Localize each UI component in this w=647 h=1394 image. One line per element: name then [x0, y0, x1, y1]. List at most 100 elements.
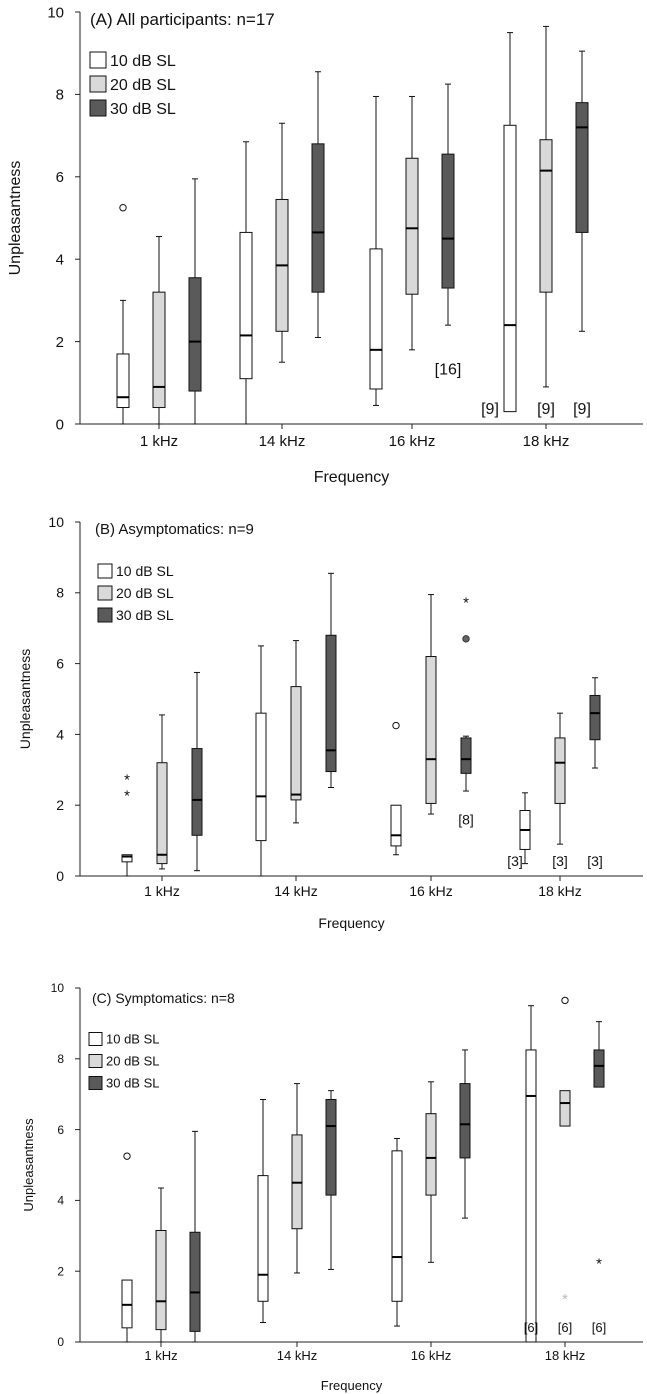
- x-tick-label: 16 kHz: [409, 883, 453, 899]
- y-tick-label: 10: [48, 514, 64, 530]
- legend-swatch: [88, 1076, 103, 1090]
- annotation-label: [6]: [558, 1320, 572, 1335]
- box: [239, 231, 253, 380]
- legend-label: 30 dB SL: [110, 101, 176, 118]
- box: [188, 277, 202, 392]
- box-plot: [311, 71, 325, 338]
- y-axis-label: Unpleasantness: [7, 161, 24, 276]
- y-tick-label: 0: [56, 416, 64, 433]
- y-tick-label: 4: [57, 1194, 64, 1208]
- box-plot: * [6]: [558, 996, 572, 1335]
- y-tick-label: 2: [56, 334, 64, 351]
- box: [593, 1049, 605, 1088]
- annotation-label: [16]: [435, 362, 462, 379]
- chart-title: (A) All participants: n=17: [90, 10, 275, 29]
- legend: 10 dB SL 20 dB SL 30 dB SL: [97, 563, 174, 623]
- y-tick-label: 8: [57, 1052, 64, 1066]
- box-plot: [9]: [537, 25, 555, 418]
- box-plot: [425, 594, 437, 815]
- box: [391, 1150, 403, 1302]
- box: [554, 737, 566, 804]
- legend-swatch: [89, 51, 107, 69]
- x-tick-label: 1 kHz: [144, 1348, 177, 1363]
- outlier-marker: [392, 721, 400, 730]
- legend-label: 30 dB SL: [116, 607, 174, 623]
- y-tick-label: 6: [56, 656, 64, 672]
- box-plot: [369, 95, 383, 406]
- box-plot: * [8]: [458, 595, 474, 828]
- outlier-marker: *: [463, 595, 469, 612]
- x-tick-label: 16 kHz: [389, 433, 436, 450]
- box: [405, 157, 419, 295]
- box-plot: [459, 1049, 471, 1219]
- box: [559, 1090, 571, 1127]
- box: [152, 291, 166, 409]
- box: [459, 1083, 471, 1159]
- y-tick-label: 10: [51, 981, 65, 995]
- legend-swatch: [97, 585, 113, 601]
- x-tick-label: 1 kHz: [144, 883, 180, 899]
- box: [369, 248, 383, 390]
- box: [189, 1231, 201, 1332]
- x-axis-label: Frequency: [321, 1378, 383, 1393]
- x-axis-label: Frequency: [314, 469, 390, 486]
- y-tick-label: 10: [47, 4, 64, 21]
- annotation-label: [8]: [458, 812, 474, 828]
- box: [390, 804, 402, 847]
- y-tick-label: 2: [57, 1264, 64, 1278]
- x-tick-label: 18 kHz: [545, 1348, 585, 1363]
- y-axis-label: Unpleasantness: [17, 649, 33, 749]
- box: [121, 854, 133, 863]
- legend: 10 dB SL 20 dB SL 30 dB SL: [89, 51, 176, 118]
- x-tick-label: 14 kHz: [277, 1348, 317, 1363]
- legend-swatch: [89, 99, 107, 117]
- box: [311, 143, 325, 293]
- box-plot: [156, 714, 168, 870]
- panel-b: 0 2 4 6 8 10 1 kHz 14 kHz 16 kHz 18 kHz Frequency U…: [17, 514, 643, 931]
- box: [460, 737, 472, 774]
- box-plot: [188, 178, 202, 425]
- box: [425, 1113, 437, 1196]
- outlier-marker: [123, 1152, 131, 1160]
- legend-label: 30 dB SL: [106, 1076, 160, 1091]
- legend-swatch: [88, 1032, 103, 1046]
- legend-swatch: [97, 563, 113, 579]
- box: [191, 748, 203, 836]
- y-tick-label: 4: [56, 726, 64, 742]
- box: [156, 762, 168, 865]
- box: [290, 686, 302, 801]
- box: [325, 1099, 337, 1196]
- annotation-label: [9]: [537, 401, 555, 418]
- x-tick-label: 16 kHz: [411, 1348, 451, 1363]
- outlier-marker: *: [124, 772, 130, 789]
- box-plot: [325, 1090, 337, 1270]
- legend-label: 20 dB SL: [110, 77, 176, 94]
- box: [425, 656, 437, 804]
- outlier-marker: [119, 204, 127, 212]
- x-axis-label: Frequency: [318, 915, 384, 931]
- y-tick-label: 0: [57, 1335, 64, 1349]
- legend-label: 10 dB SL: [106, 1032, 160, 1047]
- box: [441, 153, 455, 289]
- box-plot: [3]: [587, 677, 603, 869]
- box-plot: [257, 1099, 269, 1324]
- box: [539, 139, 553, 293]
- annotation-label: [6]: [524, 1320, 538, 1335]
- legend-swatch: [97, 607, 113, 623]
- x-tick-label: 1 kHz: [140, 433, 178, 450]
- box-plot: [390, 721, 402, 856]
- y-tick-label: 8: [56, 585, 64, 601]
- legend-label: 10 dB SL: [110, 53, 176, 70]
- box: [116, 353, 130, 409]
- box-plot: [6]: [524, 1005, 538, 1343]
- box: [325, 634, 337, 773]
- y-tick-label: 8: [56, 87, 64, 104]
- panel-a: 0 2 4 6 8 10 1 kHz 14 kHz 16 kHz 18 kHz Frequency U…: [7, 4, 643, 486]
- outlier-marker: *: [596, 1255, 602, 1272]
- panel-c: 0 2 4 6 8 10 1 kHz 14 kHz 16 kHz 18 kHz Frequency U…: [21, 981, 643, 1393]
- box-plot: [152, 236, 166, 425]
- box: [575, 102, 589, 233]
- box-plot: [325, 572, 337, 788]
- chart-title: (C) Symptomatics: n=8: [92, 990, 235, 1006]
- box: [525, 1049, 537, 1343]
